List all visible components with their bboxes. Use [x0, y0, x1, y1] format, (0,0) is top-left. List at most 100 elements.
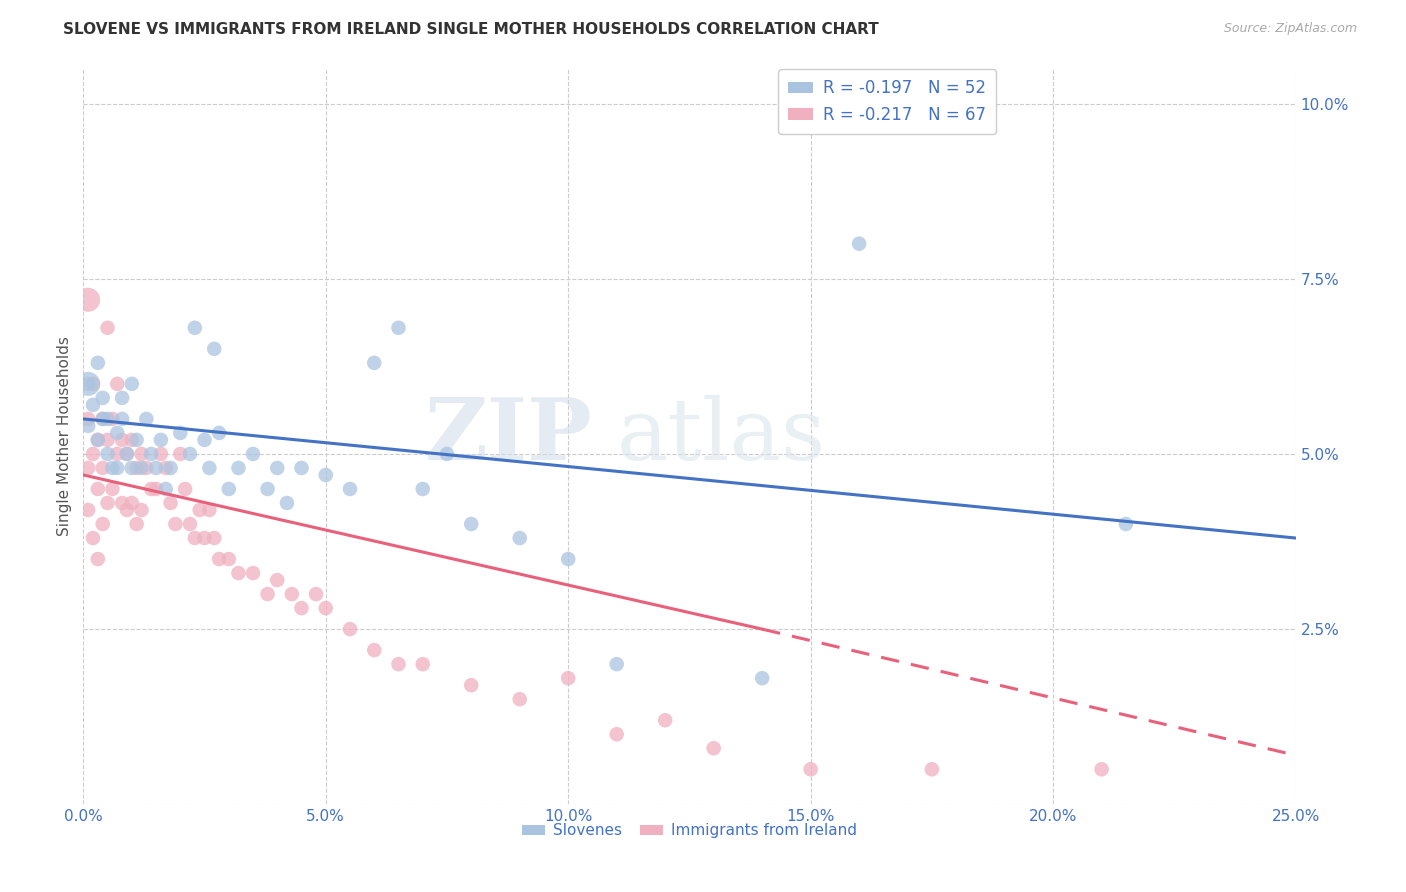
Point	[339, 482, 361, 496]
Point	[202, 531, 225, 545]
Point	[848, 236, 870, 251]
Point	[105, 425, 128, 440]
Point	[1091, 762, 1114, 776]
Point	[91, 391, 114, 405]
Point	[179, 516, 201, 531]
Point	[193, 433, 215, 447]
Point	[179, 447, 201, 461]
Point	[169, 425, 191, 440]
Point	[87, 433, 110, 447]
Point	[141, 482, 163, 496]
Point	[87, 482, 110, 496]
Point	[145, 482, 167, 496]
Text: atlas: atlas	[617, 395, 825, 478]
Point	[242, 447, 264, 461]
Point	[149, 447, 172, 461]
Point	[159, 461, 181, 475]
Point	[436, 447, 458, 461]
Point	[115, 447, 138, 461]
Point	[266, 573, 288, 587]
Point	[115, 503, 138, 517]
Point	[125, 516, 148, 531]
Point	[111, 412, 134, 426]
Point	[82, 376, 104, 391]
Point	[208, 425, 231, 440]
Point	[91, 412, 114, 426]
Legend: Slovenes, Immigrants from Ireland: Slovenes, Immigrants from Ireland	[516, 817, 863, 845]
Point	[654, 713, 676, 727]
Point	[509, 692, 531, 706]
Point	[460, 516, 482, 531]
Text: Source: ZipAtlas.com: Source: ZipAtlas.com	[1223, 22, 1357, 36]
Y-axis label: Single Mother Households: Single Mother Households	[58, 336, 72, 536]
Point	[87, 356, 110, 370]
Point	[315, 467, 337, 482]
Point	[218, 552, 240, 566]
Point	[87, 433, 110, 447]
Point	[174, 482, 197, 496]
Point	[315, 601, 337, 615]
Point	[135, 461, 157, 475]
Point	[111, 496, 134, 510]
Point	[101, 412, 124, 426]
Point	[96, 447, 118, 461]
Point	[228, 566, 250, 580]
Point	[96, 496, 118, 510]
Point	[77, 503, 100, 517]
Point	[921, 762, 943, 776]
Point	[193, 531, 215, 545]
Point	[202, 342, 225, 356]
Point	[105, 376, 128, 391]
Point	[281, 587, 304, 601]
Point	[141, 447, 163, 461]
Point	[91, 412, 114, 426]
Point	[77, 418, 100, 433]
Point	[290, 601, 312, 615]
Point	[218, 482, 240, 496]
Point	[77, 293, 100, 307]
Point	[131, 503, 153, 517]
Point	[159, 496, 181, 510]
Point	[82, 447, 104, 461]
Point	[77, 376, 100, 391]
Point	[105, 447, 128, 461]
Point	[242, 566, 264, 580]
Point	[198, 461, 221, 475]
Point	[105, 461, 128, 475]
Point	[87, 552, 110, 566]
Point	[115, 447, 138, 461]
Point	[305, 587, 328, 601]
Point	[96, 320, 118, 334]
Point	[557, 671, 579, 685]
Point	[266, 461, 288, 475]
Point	[1115, 516, 1137, 531]
Point	[751, 671, 773, 685]
Point	[208, 552, 231, 566]
Point	[111, 391, 134, 405]
Point	[125, 433, 148, 447]
Point	[363, 356, 385, 370]
Point	[77, 376, 100, 391]
Point	[77, 461, 100, 475]
Point	[703, 741, 725, 756]
Point	[188, 503, 211, 517]
Point	[96, 412, 118, 426]
Point	[77, 412, 100, 426]
Point	[290, 461, 312, 475]
Point	[184, 320, 207, 334]
Point	[509, 531, 531, 545]
Point	[557, 552, 579, 566]
Point	[412, 482, 434, 496]
Text: SLOVENE VS IMMIGRANTS FROM IRELAND SINGLE MOTHER HOUSEHOLDS CORRELATION CHART: SLOVENE VS IMMIGRANTS FROM IRELAND SINGL…	[63, 22, 879, 37]
Point	[606, 657, 628, 672]
Point	[387, 657, 409, 672]
Text: ZIP: ZIP	[425, 394, 592, 478]
Point	[606, 727, 628, 741]
Point	[387, 320, 409, 334]
Point	[101, 461, 124, 475]
Point	[145, 461, 167, 475]
Point	[96, 433, 118, 447]
Point	[155, 461, 177, 475]
Point	[276, 496, 298, 510]
Point	[111, 433, 134, 447]
